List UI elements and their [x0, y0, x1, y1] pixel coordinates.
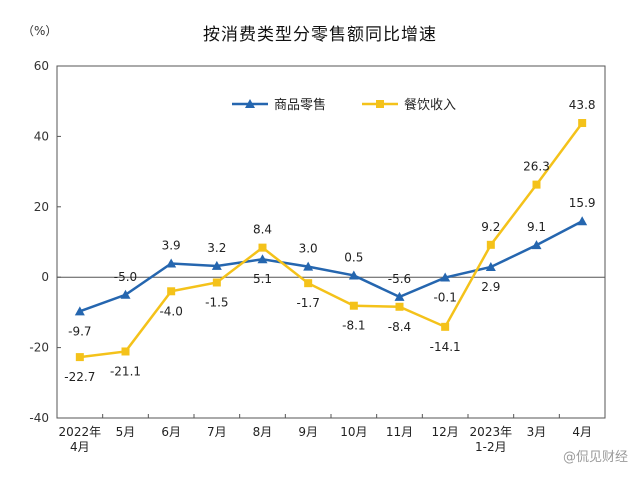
point-catering — [532, 180, 541, 189]
x-tick-label: 11月 — [386, 425, 413, 439]
data-label: -1.7 — [296, 296, 319, 310]
point-retail — [211, 260, 222, 270]
data-label: 0.5 — [344, 250, 363, 264]
legend-label: 商品零售 — [274, 97, 326, 113]
x-tick-label: 6月 — [161, 425, 181, 439]
point-catering — [486, 240, 495, 249]
x-tick-label: 2023年 — [470, 425, 513, 439]
data-label: -5.0 — [114, 270, 137, 284]
data-label: -8.4 — [388, 320, 411, 334]
point-catering — [75, 353, 84, 362]
chart-title: 按消费类型分零售额同比增速 — [203, 25, 437, 45]
point-retail — [74, 306, 85, 316]
point-catering — [441, 322, 450, 331]
y-tick-label: 60 — [34, 59, 49, 73]
point-retail — [531, 240, 542, 250]
x-tick-label: 8月 — [253, 425, 273, 439]
point-catering — [578, 119, 587, 128]
point-catering — [121, 347, 130, 356]
data-label: -5.6 — [388, 272, 411, 286]
series-line-2 — [79, 122, 584, 359]
x-tick-label: 10月 — [340, 425, 367, 439]
data-label: -8.1 — [342, 319, 365, 333]
data-label: -0.1 — [433, 291, 456, 305]
x-tick-label: 7月 — [207, 425, 227, 439]
x-tick-label: 4月 — [572, 425, 592, 439]
data-label: 9.1 — [527, 220, 546, 234]
x-tick-label: 2022年 — [59, 425, 102, 439]
y-axis-unit: （%） — [22, 24, 58, 38]
point-retail — [120, 289, 131, 299]
y-tick-label: 20 — [34, 200, 49, 214]
point-catering — [304, 279, 313, 288]
x-tick-label: 5月 — [116, 425, 136, 439]
point-catering — [167, 287, 176, 296]
x-tick-label: 4月 — [70, 440, 90, 454]
series-line-1 — [79, 220, 583, 313]
x-tick-label: 9月 — [298, 425, 318, 439]
data-label: 3.2 — [207, 241, 226, 255]
point-catering — [349, 301, 358, 310]
data-label: -9.7 — [68, 324, 91, 338]
x-tick-label: 3月 — [527, 425, 547, 439]
y-tick-label: 40 — [34, 129, 49, 143]
data-label: 5.1 — [253, 272, 272, 286]
data-label: 9.2 — [481, 220, 500, 234]
x-tick-label: 12月 — [432, 425, 459, 439]
data-label: 8.4 — [253, 223, 272, 237]
point-retail — [348, 270, 359, 280]
point-retail — [303, 261, 314, 271]
data-label: 3.9 — [162, 238, 181, 252]
data-label: -14.1 — [430, 340, 461, 354]
data-label: 26.3 — [523, 160, 550, 174]
point-catering — [395, 302, 404, 311]
data-label: 2.9 — [481, 280, 500, 294]
legend-marker — [245, 99, 255, 108]
data-label: 43.8 — [569, 98, 596, 112]
data-label: 3.0 — [299, 242, 318, 256]
point-retail — [166, 258, 177, 268]
legend-label: 餐饮收入 — [404, 97, 456, 113]
y-tick-label: -20 — [29, 341, 49, 355]
data-label: -1.5 — [205, 295, 228, 309]
data-label: -22.7 — [64, 370, 95, 384]
point-retail — [440, 272, 451, 282]
point-retail — [394, 291, 405, 301]
point-catering — [258, 243, 267, 252]
watermark: @侃见财经 — [562, 450, 628, 465]
y-tick-label: -40 — [29, 411, 49, 425]
data-label: -4.0 — [159, 304, 182, 318]
data-label: 15.9 — [569, 196, 596, 210]
point-catering — [212, 278, 221, 287]
point-retail — [485, 261, 496, 271]
point-retail — [577, 216, 588, 226]
x-tick-label: 1-2月 — [475, 440, 507, 454]
point-retail — [257, 254, 268, 264]
y-tick-label: 0 — [41, 270, 49, 284]
data-label: -21.1 — [110, 364, 141, 378]
legend-marker — [376, 100, 384, 108]
